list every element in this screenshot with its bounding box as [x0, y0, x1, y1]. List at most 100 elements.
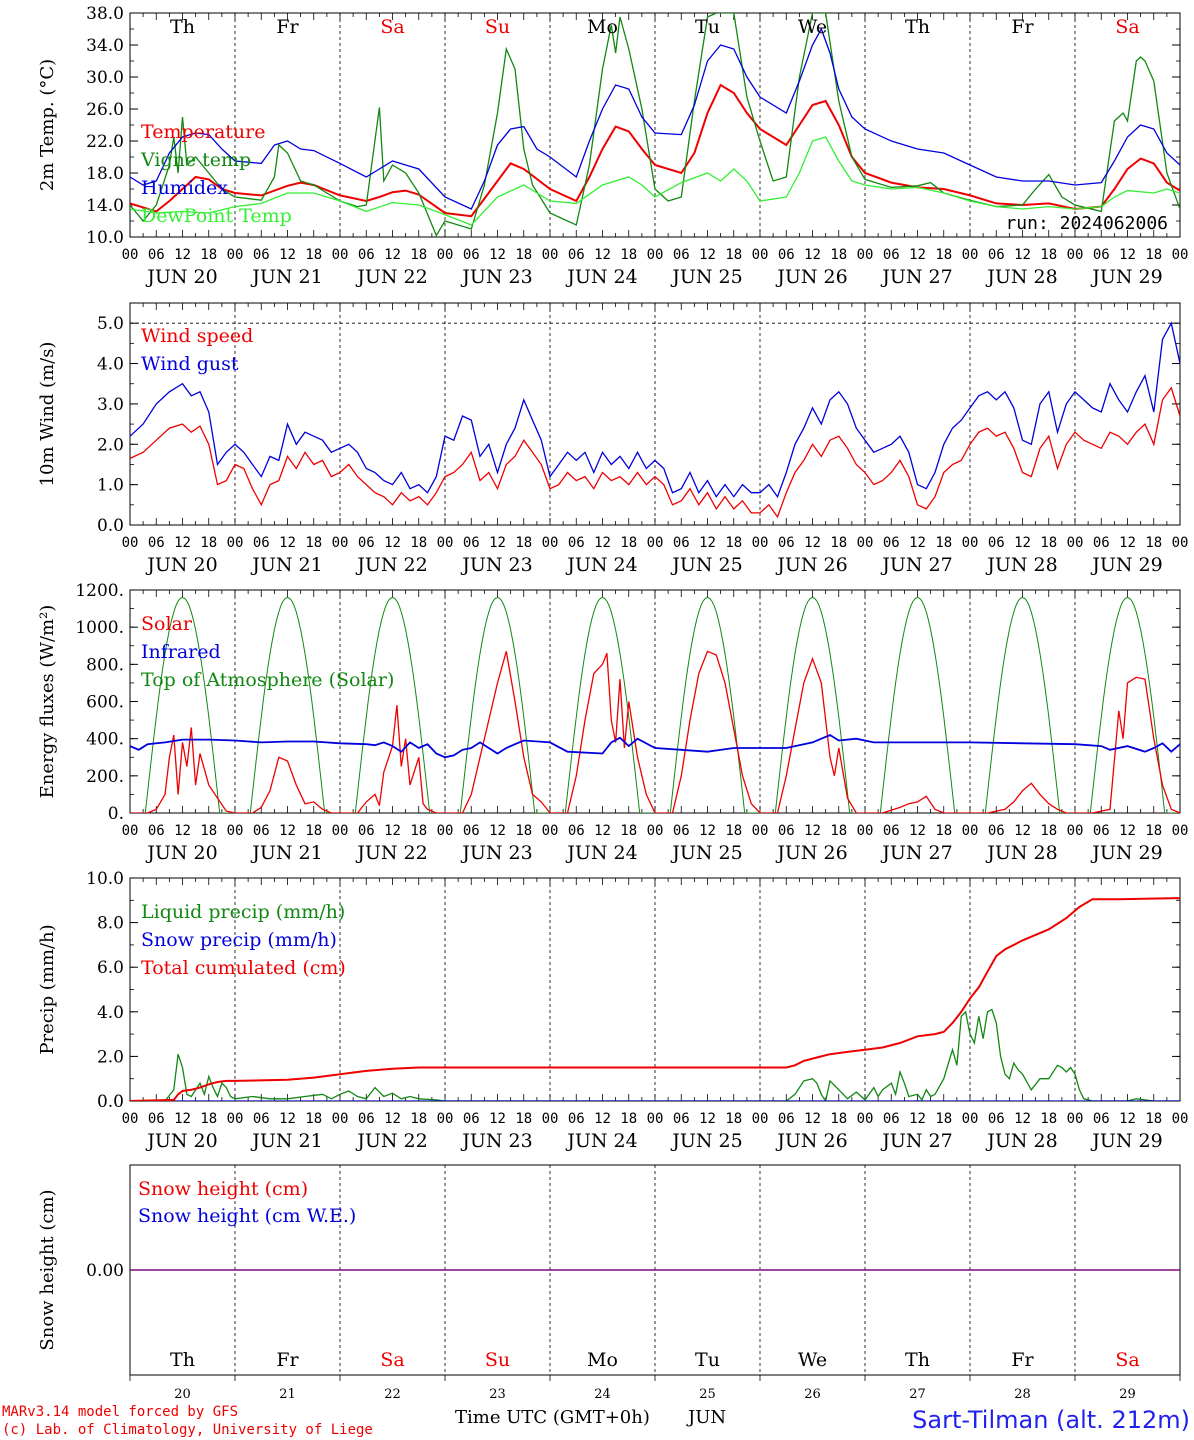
legend-entry: Snow height (cm)	[138, 1178, 308, 1200]
hour-tick-label: 06	[358, 535, 375, 551]
series-line	[130, 733, 1180, 759]
series-line	[130, 13, 1180, 237]
y-tick-label: 2.0	[97, 435, 124, 455]
hour-tick-label: 12	[174, 1111, 191, 1127]
date-label: JUN 24	[565, 266, 637, 288]
y-tick-label: 3.0	[97, 395, 124, 415]
day-abbr-label: We	[798, 1349, 827, 1371]
hour-tick-label: 18	[200, 247, 217, 263]
day-abbr-label: Tu	[695, 16, 720, 38]
day-number-label: 23	[489, 1387, 506, 1402]
hour-tick-label: 06	[673, 535, 690, 551]
hour-tick-label: 12	[279, 823, 296, 839]
y-tick-label: 0.	[108, 804, 124, 824]
x-axis-label: Time UTC (GMT+0h)	[455, 1407, 650, 1428]
hour-tick-label: 00	[962, 1111, 979, 1127]
date-label: JUN 23	[460, 554, 532, 576]
day-number-label: 25	[699, 1387, 716, 1402]
date-label: JUN 27	[880, 554, 952, 576]
legend-entry: Vigne temp	[140, 149, 251, 171]
date-label: JUN 26	[775, 266, 847, 288]
hour-tick-label: 06	[778, 535, 795, 551]
hour-tick-label: 18	[935, 1111, 952, 1127]
series-line	[130, 386, 1180, 519]
hour-tick-label: 18	[935, 247, 952, 263]
day-abbr-label: Th	[905, 1349, 930, 1371]
hour-tick-label: 00	[542, 823, 559, 839]
y-tick-label: 2.0	[97, 1047, 124, 1067]
date-label: JUN 24	[565, 1130, 637, 1152]
hour-tick-label: 00	[437, 823, 454, 839]
hour-tick-label: 00	[122, 1111, 139, 1127]
y-axis-label: 10m Wind (m/s)	[37, 342, 58, 487]
hour-tick-label: 18	[305, 535, 322, 551]
y-tick-label: 400.	[86, 730, 124, 750]
legend-entry: Humidex	[141, 177, 228, 199]
y-axis-label: Energy fluxes (W/m²)	[37, 605, 58, 799]
hour-tick-label: 18	[1145, 535, 1162, 551]
hour-tick-label: 18	[830, 1111, 847, 1127]
hour-tick-label: 06	[988, 535, 1005, 551]
hour-tick-label: 18	[830, 823, 847, 839]
series-line	[130, 27, 1180, 210]
hour-tick-label: 18	[935, 823, 952, 839]
day-number-label: 20	[174, 1387, 191, 1402]
y-tick-label: 34.0	[86, 36, 124, 56]
y-tick-label: 0.0	[97, 1092, 124, 1112]
hour-tick-label: 18	[410, 1111, 427, 1127]
hour-tick-label: 06	[253, 823, 270, 839]
hour-tick-label: 18	[830, 535, 847, 551]
y-tick-label: 0.0	[97, 516, 124, 536]
hour-tick-label: 00	[1172, 823, 1189, 839]
hour-tick-label: 06	[883, 247, 900, 263]
day-abbr-label: Sa	[380, 16, 404, 38]
hour-tick-label: 00	[332, 535, 349, 551]
run-label: run: 2024062006	[1005, 213, 1168, 234]
legend-entry: Snow height (cm W.E.)	[138, 1205, 356, 1227]
hour-tick-label: 12	[279, 247, 296, 263]
day-abbr-label: Sa	[380, 1349, 404, 1371]
hour-tick-label: 06	[883, 823, 900, 839]
day-abbr-label: Mo	[587, 16, 618, 38]
hour-tick-label: 18	[515, 247, 532, 263]
date-label: JUN 29	[1090, 266, 1162, 288]
series-group	[130, 321, 1180, 519]
date-label: JUN 25	[670, 266, 742, 288]
hour-tick-label: 18	[1145, 1111, 1162, 1127]
hour-tick-label: 00	[857, 247, 874, 263]
hour-tick-label: 06	[883, 535, 900, 551]
hour-tick-label: 18	[305, 247, 322, 263]
hour-tick-label: 06	[883, 1111, 900, 1127]
day-abbr-label: Sa	[1115, 16, 1139, 38]
legend-entry: Infrared	[141, 641, 221, 663]
hour-tick-label: 06	[358, 247, 375, 263]
day-abbr-label: Mo	[587, 1349, 618, 1371]
hour-tick-label: 00	[752, 1111, 769, 1127]
date-label: JUN 28	[985, 1130, 1057, 1152]
legend-entry: Top of Atmosphere (Solar)	[141, 669, 394, 691]
date-label: JUN 21	[250, 1130, 322, 1152]
date-label: JUN 21	[250, 842, 322, 864]
hour-tick-label: 18	[725, 247, 742, 263]
legend-entry: Total cumulated (cm)	[141, 957, 346, 979]
hour-tick-label: 18	[410, 535, 427, 551]
day-number-label: 22	[384, 1387, 401, 1402]
hour-tick-label: 06	[568, 1111, 585, 1127]
series-line	[130, 321, 1180, 499]
hour-tick-label: 00	[122, 535, 139, 551]
hour-tick-label: 18	[1145, 247, 1162, 263]
hour-tick-label: 06	[673, 823, 690, 839]
hour-tick-label: 06	[568, 823, 585, 839]
hour-tick-label: 12	[909, 1111, 926, 1127]
hour-tick-label: 18	[410, 247, 427, 263]
hour-tick-label: 06	[253, 1111, 270, 1127]
hour-tick-label: 06	[463, 823, 480, 839]
y-tick-label: 6.0	[97, 958, 124, 978]
hour-tick-label: 06	[358, 823, 375, 839]
hour-tick-label: 12	[489, 823, 506, 839]
hour-tick-label: 06	[463, 247, 480, 263]
series-line	[130, 897, 1180, 1101]
hour-tick-label: 06	[463, 1111, 480, 1127]
day-abbr-label: Fr	[276, 1349, 299, 1371]
